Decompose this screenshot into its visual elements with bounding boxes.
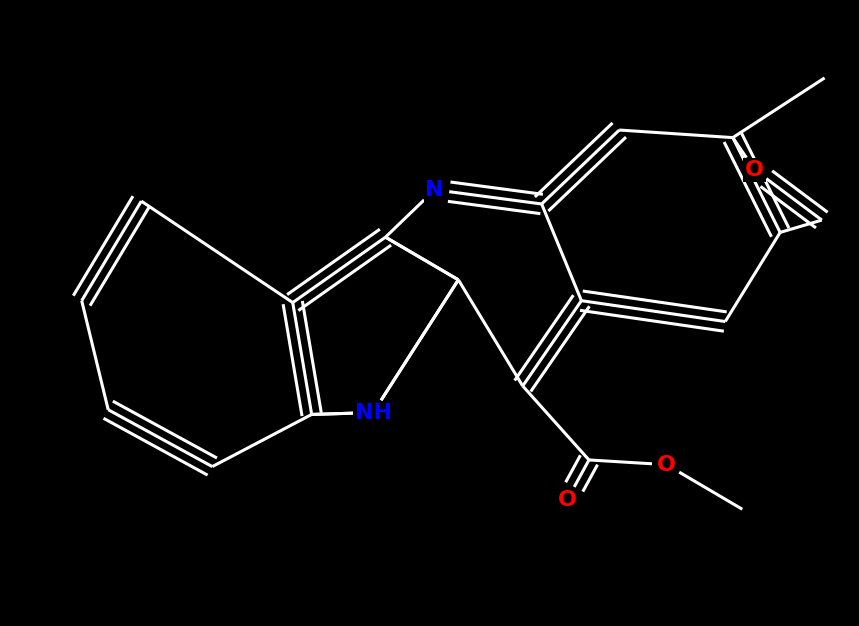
Text: O: O [745,160,765,180]
Text: O: O [557,490,576,510]
Text: N: N [425,180,444,200]
Text: NH: NH [355,403,392,423]
Text: O: O [657,454,676,475]
